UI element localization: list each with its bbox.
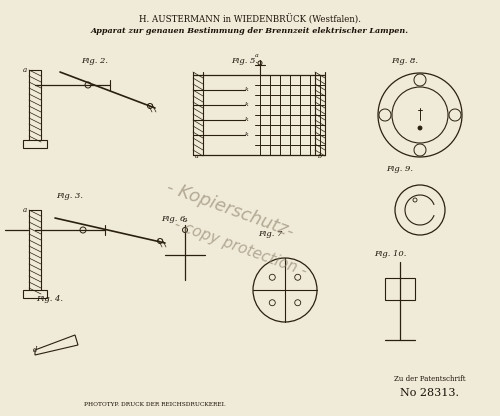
Text: No 28313.: No 28313. (400, 388, 460, 398)
Text: a: a (23, 66, 27, 74)
Text: k: k (245, 117, 249, 122)
Text: - copy protection -: - copy protection - (172, 217, 308, 279)
Circle shape (418, 126, 422, 130)
Text: a: a (195, 154, 199, 159)
Text: Fig. 7: Fig. 7 (258, 230, 282, 238)
Text: Fig. 2.: Fig. 2. (82, 57, 108, 65)
Text: a: a (255, 53, 259, 58)
Text: k: k (245, 102, 249, 107)
Text: b: b (318, 154, 322, 159)
Text: a: a (183, 216, 187, 224)
Text: Fig. 4.: Fig. 4. (36, 295, 64, 303)
Text: - Kopierschutz-: - Kopierschutz- (164, 178, 296, 241)
Text: k: k (245, 87, 249, 92)
Text: Fig. 9.: Fig. 9. (386, 165, 413, 173)
Text: d: d (33, 346, 38, 354)
Text: Fig. 6.: Fig. 6. (162, 215, 188, 223)
Text: Fig. 5.: Fig. 5. (232, 57, 258, 65)
Text: Fig. 8.: Fig. 8. (392, 57, 418, 65)
Text: H. AUSTERMANN in WIEDENBRÜCK (Westfalen).: H. AUSTERMANN in WIEDENBRÜCK (Westfalen)… (139, 14, 361, 25)
Text: PHOTOTYP. DRUCK DER REICHSDRUCKEREI.: PHOTOTYP. DRUCK DER REICHSDRUCKEREI. (84, 402, 226, 407)
Text: Fig. 10.: Fig. 10. (374, 250, 406, 258)
Text: k: k (245, 132, 249, 137)
Text: Zu der Patentschrift: Zu der Patentschrift (394, 375, 466, 383)
Text: a: a (23, 206, 27, 214)
Text: Apparat zur genauen Bestimmung der Brennzeit elektrischer Lampen.: Apparat zur genauen Bestimmung der Brenn… (91, 27, 409, 35)
Text: Fig. 3.: Fig. 3. (56, 192, 84, 200)
